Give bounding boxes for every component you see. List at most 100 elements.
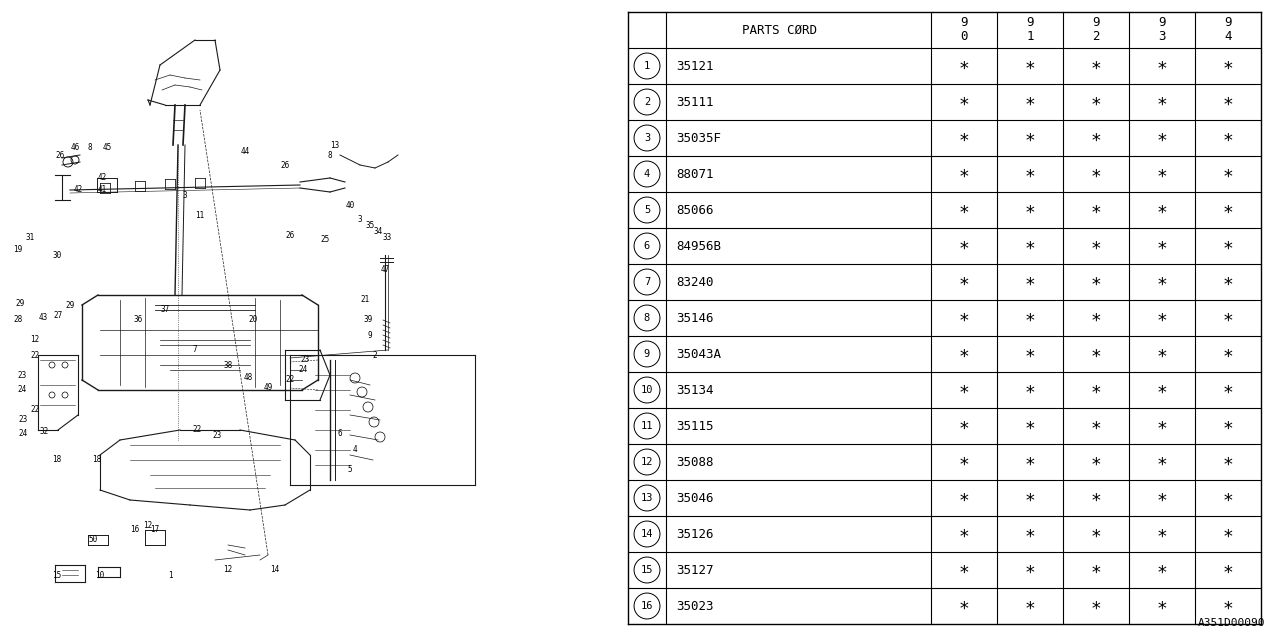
Text: 12: 12 bbox=[31, 335, 40, 344]
Text: 84956B: 84956B bbox=[676, 239, 721, 253]
Text: ∗: ∗ bbox=[1222, 381, 1234, 399]
Text: 35146: 35146 bbox=[676, 312, 713, 324]
Text: 9: 9 bbox=[1224, 17, 1231, 29]
Text: 29: 29 bbox=[15, 298, 24, 307]
Text: 35111: 35111 bbox=[676, 95, 713, 109]
Text: 88071: 88071 bbox=[676, 168, 713, 180]
Text: ∗: ∗ bbox=[1222, 165, 1234, 183]
Text: ∗: ∗ bbox=[1091, 93, 1101, 111]
Text: ∗: ∗ bbox=[1091, 165, 1101, 183]
Text: 26: 26 bbox=[280, 161, 289, 170]
Text: 48: 48 bbox=[243, 374, 252, 383]
Text: 37: 37 bbox=[160, 305, 170, 314]
Text: 23: 23 bbox=[301, 355, 310, 365]
Text: 41: 41 bbox=[97, 186, 106, 195]
Text: 20: 20 bbox=[248, 316, 257, 324]
Text: ∗: ∗ bbox=[1091, 273, 1101, 291]
Text: 35088: 35088 bbox=[676, 456, 713, 468]
Text: 2: 2 bbox=[372, 351, 378, 360]
Text: 42: 42 bbox=[97, 173, 106, 182]
Text: ∗: ∗ bbox=[1157, 237, 1167, 255]
Text: ∗: ∗ bbox=[1157, 309, 1167, 327]
Text: 4: 4 bbox=[644, 169, 650, 179]
Text: ∗: ∗ bbox=[1091, 417, 1101, 435]
Text: 1: 1 bbox=[168, 570, 173, 579]
Text: 15: 15 bbox=[52, 570, 61, 579]
Text: 11: 11 bbox=[641, 421, 653, 431]
Text: ∗: ∗ bbox=[1222, 273, 1234, 291]
Text: ∗: ∗ bbox=[1024, 273, 1036, 291]
Text: 16: 16 bbox=[641, 601, 653, 611]
Text: 6: 6 bbox=[338, 429, 342, 438]
Text: 12: 12 bbox=[224, 566, 233, 575]
Text: 22: 22 bbox=[192, 426, 202, 435]
Text: 39: 39 bbox=[364, 316, 372, 324]
Text: 47: 47 bbox=[380, 266, 389, 275]
Text: ∗: ∗ bbox=[1222, 561, 1234, 579]
Text: 24: 24 bbox=[18, 429, 28, 438]
Text: 10: 10 bbox=[641, 385, 653, 395]
Text: 13: 13 bbox=[330, 141, 339, 150]
Text: ∗: ∗ bbox=[1222, 57, 1234, 75]
Text: ∗: ∗ bbox=[959, 561, 969, 579]
Text: ∗: ∗ bbox=[1222, 489, 1234, 507]
Text: 8: 8 bbox=[88, 143, 92, 152]
Text: 40: 40 bbox=[346, 200, 355, 209]
Text: 3: 3 bbox=[1158, 31, 1166, 44]
Text: 35127: 35127 bbox=[676, 563, 713, 577]
Text: ∗: ∗ bbox=[959, 525, 969, 543]
Text: ∗: ∗ bbox=[959, 57, 969, 75]
Text: 27: 27 bbox=[54, 310, 63, 319]
Text: ∗: ∗ bbox=[1024, 525, 1036, 543]
Text: ∗: ∗ bbox=[1157, 201, 1167, 219]
Text: 35035F: 35035F bbox=[676, 131, 721, 145]
Text: 22: 22 bbox=[31, 351, 40, 360]
Text: ∗: ∗ bbox=[1157, 381, 1167, 399]
Text: 35121: 35121 bbox=[676, 60, 713, 72]
Text: 30: 30 bbox=[52, 250, 61, 259]
Text: 1: 1 bbox=[644, 61, 650, 71]
Text: ∗: ∗ bbox=[1091, 129, 1101, 147]
Text: ∗: ∗ bbox=[1024, 489, 1036, 507]
Text: 9: 9 bbox=[1092, 17, 1100, 29]
Text: ∗: ∗ bbox=[1157, 57, 1167, 75]
Text: 35046: 35046 bbox=[676, 492, 713, 504]
Text: 34: 34 bbox=[374, 227, 383, 237]
Text: ∗: ∗ bbox=[1024, 381, 1036, 399]
Text: ∗: ∗ bbox=[1091, 561, 1101, 579]
Text: ∗: ∗ bbox=[1157, 345, 1167, 363]
Text: ∗: ∗ bbox=[1157, 273, 1167, 291]
Text: 35: 35 bbox=[365, 221, 375, 230]
Text: 2: 2 bbox=[1092, 31, 1100, 44]
Text: ∗: ∗ bbox=[1091, 237, 1101, 255]
Text: 19: 19 bbox=[13, 246, 23, 255]
Text: ∗: ∗ bbox=[1222, 93, 1234, 111]
Text: 9: 9 bbox=[644, 349, 650, 359]
Text: 6: 6 bbox=[644, 241, 650, 251]
Text: ∗: ∗ bbox=[1222, 417, 1234, 435]
Text: 14: 14 bbox=[270, 566, 279, 575]
Text: 11: 11 bbox=[196, 211, 205, 220]
Text: ∗: ∗ bbox=[959, 417, 969, 435]
Text: ∗: ∗ bbox=[1091, 309, 1101, 327]
Text: ∗: ∗ bbox=[959, 309, 969, 327]
Text: ∗: ∗ bbox=[959, 345, 969, 363]
Text: ∗: ∗ bbox=[959, 201, 969, 219]
Text: ∗: ∗ bbox=[959, 453, 969, 471]
Text: ∗: ∗ bbox=[959, 129, 969, 147]
Text: ∗: ∗ bbox=[1091, 381, 1101, 399]
Text: ∗: ∗ bbox=[959, 381, 969, 399]
Text: 13: 13 bbox=[641, 493, 653, 503]
Text: 4: 4 bbox=[353, 445, 357, 454]
Text: 12: 12 bbox=[641, 457, 653, 467]
Text: 10: 10 bbox=[96, 570, 105, 579]
Text: 43: 43 bbox=[38, 314, 47, 323]
Text: ∗: ∗ bbox=[1024, 165, 1036, 183]
Text: 50: 50 bbox=[88, 536, 97, 545]
Text: 12: 12 bbox=[143, 520, 152, 529]
Text: ∗: ∗ bbox=[1091, 345, 1101, 363]
Text: ∗: ∗ bbox=[1091, 57, 1101, 75]
Text: ∗: ∗ bbox=[1157, 93, 1167, 111]
Text: ∗: ∗ bbox=[1091, 453, 1101, 471]
Text: 42: 42 bbox=[73, 186, 83, 195]
